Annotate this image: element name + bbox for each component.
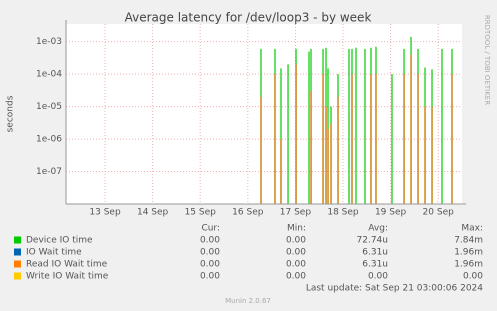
x-tick-label: 13 Sep bbox=[89, 208, 121, 218]
legend-stat: 0.00 bbox=[200, 248, 220, 258]
x-tick-label: 14 Sep bbox=[137, 208, 169, 218]
legend-stat: 0.00 bbox=[286, 248, 306, 258]
legend-stat: 0.00 bbox=[286, 236, 306, 246]
last-update: Last update: Sat Sep 21 03:00:06 2024 bbox=[306, 284, 483, 294]
x-tick-label: 16 Sep bbox=[232, 208, 264, 218]
x-tick-label: 19 Sep bbox=[375, 208, 407, 218]
legend-stat: 6.31u bbox=[362, 260, 388, 270]
y-tick-label: 1e-03 bbox=[36, 37, 62, 47]
y-tick-label: 1e-04 bbox=[36, 70, 62, 80]
legend-swatch bbox=[14, 236, 21, 244]
chart-title: Average latency for /dev/loop3 - by week bbox=[125, 11, 372, 25]
legend-stat: 7.84m bbox=[454, 236, 483, 246]
legend-label: Write IO Wait time bbox=[26, 272, 109, 282]
legend-stat: 72.74u bbox=[357, 236, 388, 246]
footer: Munin 2.0.67 bbox=[225, 297, 271, 305]
legend-stat: 0.00 bbox=[200, 236, 220, 246]
legend-header: Max: bbox=[461, 224, 483, 234]
legend-stat: 0.00 bbox=[286, 272, 306, 282]
legend-stat: 0.00 bbox=[463, 272, 483, 282]
y-axis-label: seconds bbox=[6, 95, 16, 132]
y-tick-label: 1e-05 bbox=[36, 102, 62, 112]
y-tick-label: 1e-07 bbox=[36, 167, 62, 177]
legend-stat: 1.96m bbox=[454, 260, 483, 270]
legend-swatch bbox=[14, 272, 21, 280]
legend-header: Min: bbox=[287, 224, 306, 234]
x-tick-label: 18 Sep bbox=[327, 208, 359, 218]
legend-header: Cur: bbox=[201, 224, 220, 234]
x-tick-label: 17 Sep bbox=[280, 208, 312, 218]
x-tick-label: 15 Sep bbox=[185, 208, 217, 218]
legend-label: Read IO Wait time bbox=[26, 260, 108, 270]
legend-swatch bbox=[14, 260, 21, 268]
x-tick-label: 20 Sep bbox=[423, 208, 455, 218]
legend-swatch bbox=[14, 248, 21, 256]
side-text: RRDTOOL / TOBI OETIKER bbox=[483, 15, 491, 105]
legend-stat: 6.31u bbox=[362, 248, 388, 258]
legend-label: Device IO time bbox=[26, 236, 93, 246]
plot-area bbox=[66, 24, 462, 204]
legend-stat: 0.00 bbox=[286, 260, 306, 270]
legend-label: IO Wait time bbox=[26, 248, 82, 258]
legend-stat: 0.00 bbox=[200, 260, 220, 270]
legend-stat: 1.96m bbox=[454, 248, 483, 258]
y-tick-label: 1e-06 bbox=[36, 135, 62, 145]
legend-header: Avg: bbox=[368, 224, 388, 234]
plot bbox=[66, 24, 462, 204]
legend-stat: 0.00 bbox=[368, 272, 388, 282]
legend-stat: 0.00 bbox=[200, 272, 220, 282]
